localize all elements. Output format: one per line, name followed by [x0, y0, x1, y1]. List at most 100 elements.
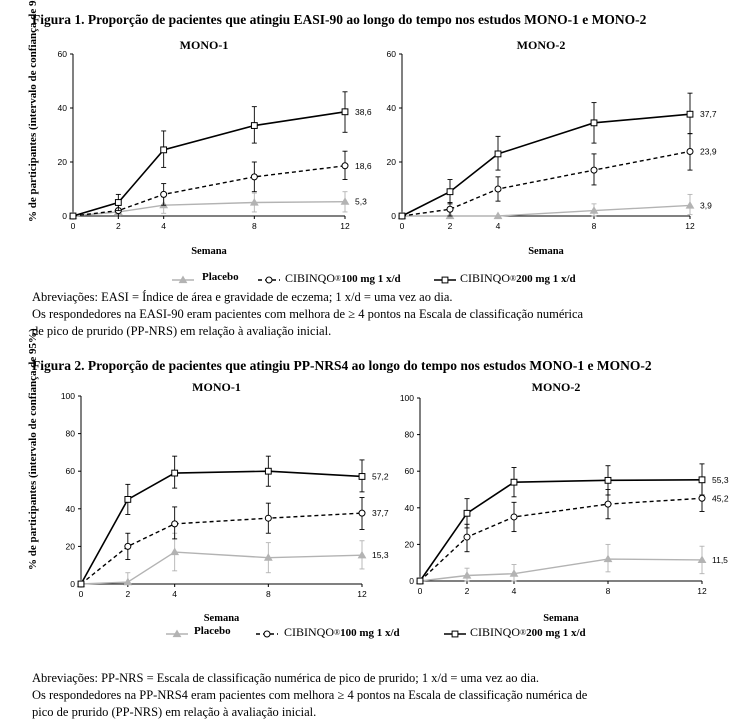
data-point	[357, 550, 367, 559]
series-line	[80, 470, 363, 585]
data-point	[358, 473, 366, 480]
y-tick-label: 0	[391, 211, 396, 221]
data-point	[446, 188, 454, 196]
data-point	[463, 509, 471, 517]
legend-100-dose: 100 mg 1 x/d	[340, 626, 400, 639]
x-tick-label: 2	[465, 586, 470, 596]
y-tick-label: 100	[61, 391, 75, 401]
data-point	[77, 580, 85, 588]
end-value-label: 15,3	[372, 550, 389, 560]
data-point	[160, 190, 168, 198]
figure1-title: Figura 1. Proporção de pacientes que ati…	[32, 12, 647, 27]
y-tick-label: 20	[66, 541, 76, 551]
data-point	[698, 494, 706, 502]
series-dose200: 55,3	[416, 463, 729, 585]
data-point	[250, 173, 258, 181]
data-point	[341, 108, 349, 116]
end-value-label: 45,2	[712, 493, 729, 503]
data-point	[493, 211, 503, 220]
data-point	[685, 200, 695, 209]
end-value-label: 38,6	[355, 107, 372, 117]
data-point	[686, 147, 694, 155]
data-point	[264, 467, 272, 475]
series-line	[402, 204, 691, 217]
y-tick-label: 60	[405, 466, 415, 476]
x-tick-label: 0	[400, 221, 405, 231]
end-value-label: 11,5	[712, 555, 728, 565]
data-point	[170, 547, 180, 556]
data-point	[494, 185, 502, 193]
x-tick-label: 12	[685, 221, 695, 231]
data-point	[604, 500, 612, 508]
y-tick-label: 60	[387, 49, 397, 59]
series-placebo: 15,3	[76, 532, 389, 588]
legend-100-dose: 100 mg 1 x/d	[341, 272, 401, 285]
series-dose200: 37,7	[398, 92, 717, 220]
data-point	[114, 199, 122, 206]
series-dose200: 57,2	[77, 455, 389, 588]
data-point	[69, 212, 77, 220]
data-point	[398, 212, 406, 220]
x-tick-label: 12	[357, 589, 367, 599]
data-point	[416, 577, 424, 585]
abbr-line: Os respondedores na EASI-90 eram pacient…	[32, 307, 584, 321]
y-tick-label: 20	[58, 157, 68, 167]
data-point	[123, 577, 133, 586]
x-tick-label: 8	[266, 589, 271, 599]
y-tick-label: 40	[405, 503, 415, 513]
series-line	[80, 512, 363, 585]
data-point	[463, 533, 471, 541]
figure2-title: Figura 2. Proporção de pacientes que ati…	[32, 358, 652, 373]
x-tick-label: 12	[697, 586, 707, 596]
y-tick-label: 40	[58, 103, 68, 113]
end-value-label: 3,9	[700, 200, 712, 210]
data-point	[698, 476, 706, 484]
series-line	[72, 110, 346, 217]
x-tick-label: 0	[71, 221, 76, 231]
data-point	[171, 469, 179, 477]
x-tick-label: 2	[448, 221, 453, 231]
y-tick-label: 80	[405, 430, 415, 440]
data-point	[494, 150, 502, 158]
x-tick-label: 8	[252, 221, 257, 231]
chart-title: MONO-2	[517, 38, 566, 52]
series-dose100: 37,7	[77, 497, 389, 588]
x-tick-label: 4	[496, 221, 501, 231]
y-tick-label: 100	[400, 393, 414, 403]
x-tick-label: 4	[512, 586, 517, 596]
figure2-abbreviations: Abreviações: PP-NRS = Escala de classifi…	[32, 670, 722, 721]
end-value-label: 55,3	[712, 475, 729, 485]
chart-fig2-mono2: MONO-2 0 20 40 60 80 100 0 2 4 8 12 Semana 11,5 45,2 55…	[400, 380, 729, 624]
y-tick-label: 60	[58, 49, 68, 59]
data-point	[171, 520, 179, 528]
legend-100-brand: CIBINQO	[285, 271, 335, 285]
abbr-line: Os respondedores na PP-NRS4 eram pacient…	[32, 688, 588, 702]
data-point	[603, 554, 613, 563]
data-point	[124, 496, 132, 503]
legend-marker	[172, 629, 182, 638]
y-tick-label: 0	[70, 579, 75, 589]
legend-marker	[265, 276, 273, 284]
legend-200-brand: CIBINQO	[470, 625, 520, 639]
x-tick-label: 8	[592, 221, 597, 231]
data-point	[604, 476, 612, 484]
data-point	[510, 513, 518, 521]
legend-fig1-markers	[172, 275, 456, 284]
data-point	[686, 110, 694, 118]
data-point	[697, 555, 707, 564]
data-point	[510, 478, 518, 486]
legend-marker	[263, 630, 271, 638]
legend-marker	[441, 276, 449, 284]
registered-mark: ®	[334, 628, 341, 637]
abbr-line: de pico de prurido (PP-NRS) em relação à…	[32, 324, 332, 338]
data-point	[446, 205, 454, 213]
data-point	[590, 166, 598, 174]
series-line	[401, 113, 691, 217]
legend-200-brand: CIBINQO	[460, 271, 510, 285]
data-point	[160, 146, 168, 154]
abbr-line: pico de prurido (PP-NRS) em relação à av…	[32, 705, 317, 719]
series-line	[419, 497, 703, 582]
end-value-label: 5,3	[355, 197, 367, 207]
data-point	[358, 509, 366, 517]
abbr-line: Abreviações: EASI = Índice de área e gra…	[32, 290, 453, 304]
